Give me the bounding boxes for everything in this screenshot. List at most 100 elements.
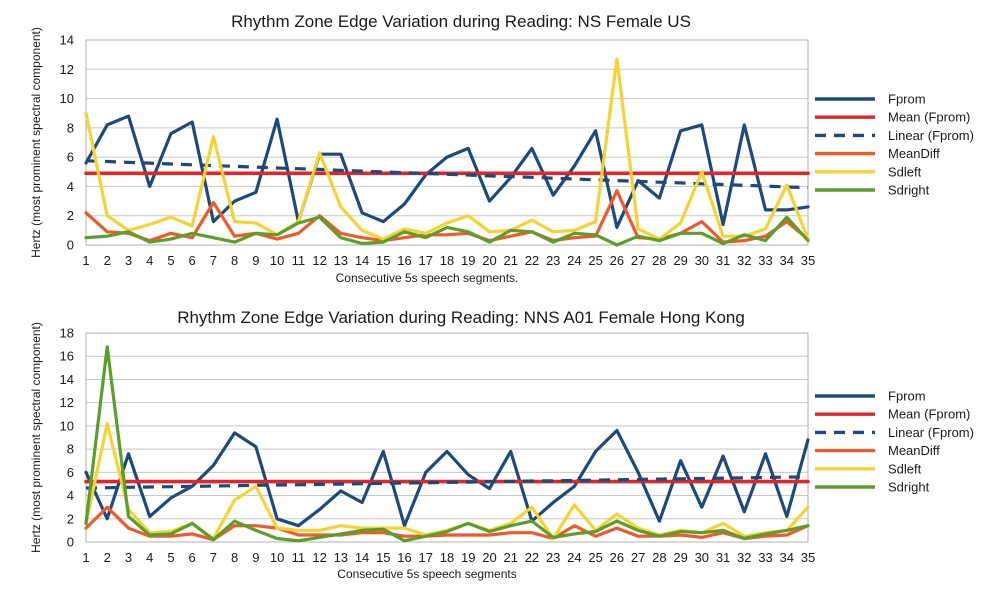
y-tick-label: 18 [60, 326, 74, 341]
x-tick-label: 34 [780, 550, 794, 565]
y-tick-label: 6 [67, 465, 74, 480]
y-tick-label: 4 [67, 488, 74, 503]
x-tick-label: 29 [673, 253, 687, 268]
x-tick-label: 22 [525, 550, 539, 565]
x-tick-label: 35 [801, 550, 815, 565]
x-tick-label: 17 [419, 253, 433, 268]
x-tick-label: 19 [461, 550, 475, 565]
x-tick-label: 27 [631, 550, 645, 565]
legend-label-linear-fprom: Linear (Fprom) [888, 425, 974, 440]
x-tick-label: 33 [758, 253, 772, 268]
x-tick-label: 13 [334, 253, 348, 268]
x-tick-label: 21 [503, 550, 517, 565]
x-tick-label: 9 [252, 550, 259, 565]
x-tick-label: 30 [695, 550, 709, 565]
x-tick-label: 7 [210, 550, 217, 565]
x-tick-label: 3 [125, 550, 132, 565]
x-tick-label: 15 [376, 253, 390, 268]
x-tick-label: 32 [737, 550, 751, 565]
x-tick-label: 19 [461, 253, 475, 268]
y-tick-label: 10 [60, 91, 74, 106]
x-tick-label: 1 [82, 550, 89, 565]
legend-label-sdleft: Sdleft [888, 164, 922, 179]
x-tick-label: 28 [652, 550, 666, 565]
series-line-fprom [84, 428, 810, 528]
x-tick-label: 11 [292, 253, 306, 268]
x-tick-label: 16 [397, 550, 411, 565]
series-line-meandiff [84, 189, 810, 244]
chart-title: Rhythm Zone Edge Variation during Readin… [231, 12, 691, 31]
legend-label-mean-fprom: Mean (Fprom) [888, 407, 970, 422]
x-tick-label: 33 [758, 550, 772, 565]
x-tick-label: 9 [252, 253, 259, 268]
legend-label-meandiff: MeanDiff [888, 443, 940, 458]
x-tick-label: 24 [567, 550, 581, 565]
chart-title: Rhythm Zone Edge Variation during Readin… [177, 308, 745, 327]
x-tick-label: 34 [780, 253, 794, 268]
legend-label-fprom: Fprom [888, 92, 926, 107]
x-tick-label: 15 [376, 550, 390, 565]
x-tick-label: 6 [189, 253, 196, 268]
x-tick-label: 20 [482, 253, 496, 268]
y-tick-label: 0 [67, 238, 74, 253]
y-tick-label: 12 [60, 62, 74, 77]
x-axis-label: Consecutive 5s speech segments. [336, 271, 519, 285]
series-line-sdright [84, 345, 810, 543]
x-tick-label: 32 [737, 253, 751, 268]
chart-ns-female-us: Rhythm Zone Edge Variation during Readin… [29, 12, 974, 285]
chart-nns-a01-female-hong-kong: Rhythm Zone Edge Variation during Readin… [29, 308, 974, 581]
plot-area [85, 39, 809, 246]
plot-area [85, 332, 809, 543]
x-tick-label: 30 [695, 253, 709, 268]
y-tick-label: 16 [60, 349, 74, 364]
x-axis-label: Consecutive 5s speech segments [337, 567, 516, 581]
x-tick-label: 31 [716, 253, 730, 268]
x-tick-label: 26 [610, 253, 624, 268]
x-tick-label: 7 [210, 253, 217, 268]
x-tick-label: 24 [567, 253, 581, 268]
y-tick-label: 12 [60, 395, 74, 410]
y-axis-label: Hertz (most prominent spectral component… [29, 27, 43, 258]
x-tick-label: 2 [104, 550, 111, 565]
legend-label-fprom: Fprom [888, 389, 926, 404]
series-line-fprom [84, 114, 810, 229]
legend-label-sdright: Sdright [888, 183, 930, 198]
y-axis-label: Hertz (most prominent spectral component… [29, 322, 43, 553]
x-tick-label: 20 [482, 550, 496, 565]
x-tick-label: 31 [716, 550, 730, 565]
series-line-sdleft [84, 57, 810, 241]
x-tick-label: 28 [652, 253, 666, 268]
x-tick-label: 26 [610, 550, 624, 565]
x-tick-label: 25 [588, 550, 602, 565]
x-tick-label: 12 [312, 253, 326, 268]
legend-label-sdright: Sdright [888, 480, 930, 495]
x-tick-label: 23 [546, 253, 560, 268]
x-tick-label: 14 [355, 253, 369, 268]
x-tick-label: 17 [419, 550, 433, 565]
x-tick-label: 4 [146, 253, 153, 268]
x-tick-label: 21 [503, 253, 517, 268]
y-tick-label: 0 [67, 535, 74, 550]
x-tick-label: 27 [631, 253, 645, 268]
x-tick-label: 35 [801, 253, 815, 268]
y-tick-label: 6 [67, 150, 74, 165]
y-tick-label: 2 [67, 511, 74, 526]
x-tick-label: 8 [231, 550, 238, 565]
x-tick-label: 11 [292, 550, 306, 565]
y-tick-label: 8 [67, 120, 74, 135]
x-tick-label: 5 [167, 550, 174, 565]
x-tick-label: 16 [397, 253, 411, 268]
legend-label-linear-fprom: Linear (Fprom) [888, 128, 974, 143]
x-tick-label: 5 [167, 253, 174, 268]
y-tick-label: 14 [60, 372, 74, 387]
x-tick-label: 2 [104, 253, 111, 268]
x-tick-label: 23 [546, 550, 560, 565]
y-tick-label: 8 [67, 442, 74, 457]
x-tick-label: 14 [355, 550, 369, 565]
x-tick-label: 10 [270, 550, 284, 565]
x-tick-label: 29 [673, 550, 687, 565]
y-tick-label: 10 [60, 418, 74, 433]
series-line-linear-fprom [85, 475, 809, 490]
x-tick-label: 12 [312, 550, 326, 565]
